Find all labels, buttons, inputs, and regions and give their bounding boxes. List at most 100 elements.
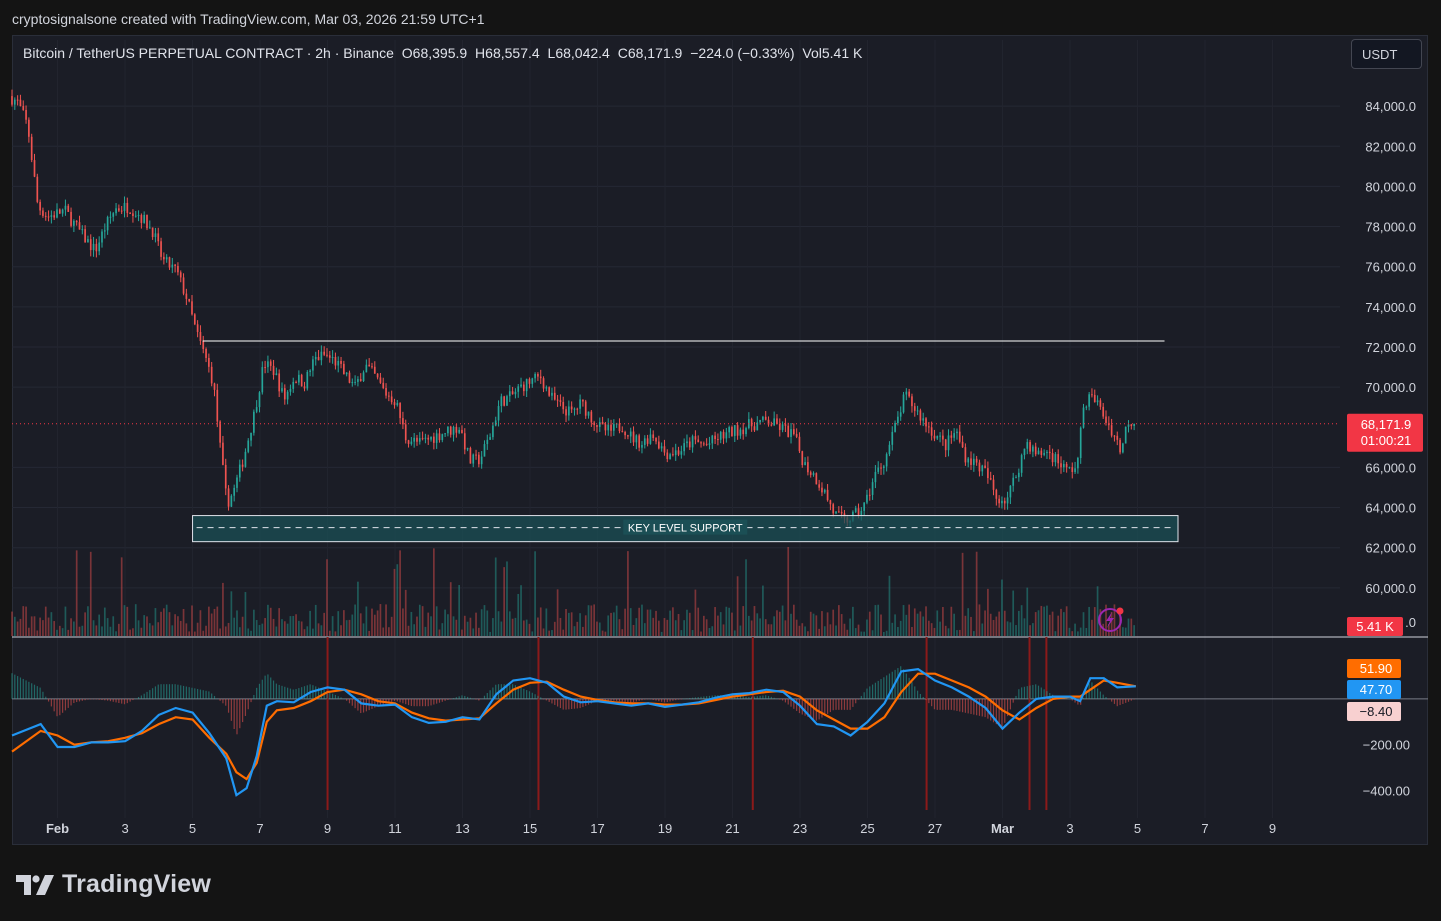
candle-body	[202, 341, 205, 350]
candle-body	[441, 434, 444, 441]
volume-bar	[902, 605, 905, 636]
macd-histogram-bar	[565, 698, 567, 710]
candle-body	[452, 426, 455, 435]
volume-bar	[1048, 614, 1051, 636]
candle-body	[553, 392, 556, 400]
symbol-name[interactable]: Bitcoin / TetherUS PERPETUAL CONTRACT · …	[23, 45, 394, 61]
candle-body	[857, 508, 860, 515]
macd-histogram-bar	[978, 698, 981, 716]
volume-bar	[759, 618, 761, 636]
volume-bar	[148, 623, 151, 636]
macd-histogram-bar	[73, 698, 75, 704]
candle-body	[261, 367, 264, 393]
candle-body	[950, 435, 953, 438]
volume-bar	[261, 623, 264, 636]
volume-bar	[241, 616, 244, 636]
volume-bar	[340, 625, 342, 636]
volume-bar	[382, 627, 385, 636]
volume-bar	[16, 621, 19, 636]
macd-histogram-bar	[182, 685, 185, 699]
candle-body	[216, 389, 219, 422]
volume-bar	[548, 630, 551, 636]
volume-bar	[224, 626, 227, 636]
macd-histogram-bar	[166, 684, 168, 699]
volume-bar	[846, 629, 849, 636]
candle-body	[570, 406, 573, 410]
macd-histogram-bar	[517, 686, 519, 699]
candle-body	[542, 378, 545, 389]
date-label: 13	[455, 821, 469, 836]
macd-histogram-bar	[455, 697, 457, 699]
candle-body	[1009, 485, 1012, 498]
volume-bar	[601, 630, 604, 636]
macd-histogram-bar	[953, 698, 955, 711]
macd-histogram-bar	[624, 698, 626, 702]
macd-histogram-bar	[554, 698, 556, 705]
volume-bar	[452, 616, 455, 636]
candle-body	[1046, 451, 1048, 454]
macd-histogram-bar	[11, 673, 13, 699]
macd-histogram-bar	[697, 697, 699, 699]
volume-bar	[92, 620, 95, 636]
volume-bar	[365, 606, 368, 636]
volume-bar	[168, 612, 171, 636]
candle-body	[13, 99, 16, 105]
candle-body	[1105, 416, 1107, 423]
candle-body	[978, 462, 981, 472]
candle-body	[148, 227, 151, 229]
macd-histogram-bar	[618, 698, 621, 702]
candle-body	[418, 438, 421, 442]
lightning-alert-icon[interactable]	[1098, 608, 1122, 632]
macd-histogram-bar	[171, 684, 173, 699]
macd-histogram-bar	[62, 698, 64, 713]
volume-bar	[1102, 623, 1105, 636]
volume-bar	[354, 604, 356, 636]
macd-histogram-bar	[1001, 698, 1003, 728]
macd-histogram-bar	[396, 698, 398, 702]
volume-bar	[559, 617, 562, 636]
candle-body	[860, 510, 863, 515]
macd-histogram-bar	[824, 698, 826, 716]
volume-bar	[143, 615, 146, 636]
candle-body	[1085, 406, 1088, 408]
macd-histogram-bar	[748, 696, 750, 699]
volume-bar	[905, 614, 908, 636]
volume-bar	[877, 604, 880, 636]
volume-bar	[739, 625, 742, 636]
volume-bar	[22, 606, 25, 636]
volume-bar	[1105, 604, 1107, 636]
date-label: Feb	[46, 821, 69, 836]
macd-histogram-bar	[916, 690, 919, 699]
volume-bar	[1110, 611, 1113, 636]
macd-histogram-bar	[753, 696, 756, 699]
tradingview-brand[interactable]: TradingView	[16, 870, 211, 899]
volume-bar	[961, 552, 964, 636]
currency-button[interactable]: USDT	[1351, 39, 1422, 69]
macd-histogram-bar	[81, 698, 83, 701]
volume-bar	[1127, 618, 1130, 636]
macd-histogram-bar	[841, 698, 843, 710]
volume-bar	[705, 619, 708, 636]
volume-bar	[809, 611, 812, 636]
macd-histogram-bar	[433, 698, 435, 705]
candle-body	[351, 382, 354, 384]
macd-histogram-bar	[377, 698, 379, 707]
candle-body	[888, 444, 891, 455]
macd-histogram-bar	[452, 698, 455, 699]
volume-bar	[58, 625, 61, 636]
macd-histogram-bar	[902, 669, 905, 699]
macd-histogram-bar	[635, 698, 637, 702]
candle-body	[185, 293, 188, 299]
macd-histogram-bar	[1015, 695, 1017, 699]
last-price-tag[interactable]	[1347, 413, 1423, 452]
volume-bar	[1006, 621, 1009, 636]
candle-body	[643, 438, 646, 445]
volume-bar	[413, 624, 416, 636]
candle-body	[258, 392, 261, 408]
volume-bar	[1124, 627, 1127, 636]
macd-histogram-bar	[1068, 698, 1071, 700]
date-label: Mar	[991, 821, 1014, 836]
candle-body	[548, 387, 551, 396]
date-label: 21	[725, 821, 739, 836]
